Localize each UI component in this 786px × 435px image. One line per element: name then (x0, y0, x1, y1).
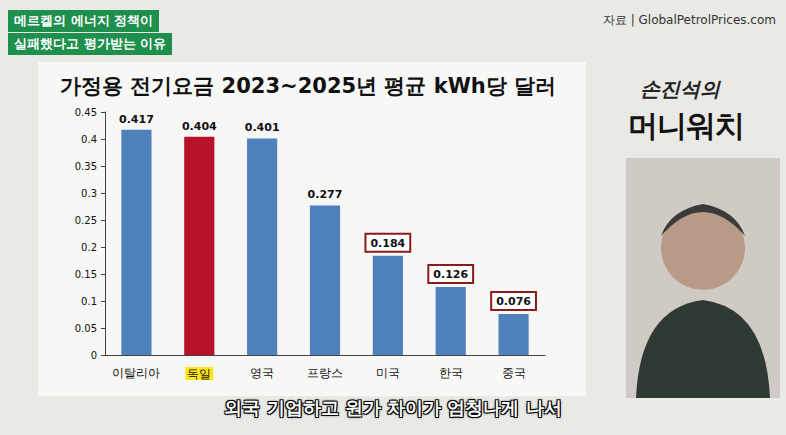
svg-text:0.184: 0.184 (370, 237, 405, 250)
svg-text:0.404: 0.404 (182, 120, 217, 133)
svg-text:가정용 전기요금 2023~2025년 평균 kWh당 달러: 가정용 전기요금 2023~2025년 평균 kWh당 달러 (60, 74, 556, 98)
html-text:외국 기업하고 원가 차이가 엄청나게 나서: 외국 기업하고 원가 차이가 엄청나게 나서 (224, 397, 562, 418)
svg-text:0.277: 0.277 (308, 188, 343, 201)
html-text:머니워치: 머니워치 (628, 108, 744, 143)
svg-text:이탈리아: 이탈리아 (112, 366, 160, 380)
svg-text:0.05: 0.05 (75, 323, 97, 334)
html-text:메르켈의 에너지 정책이: 메르켈의 에너지 정책이 (14, 13, 154, 28)
svg-text:영국: 영국 (250, 366, 274, 380)
svg-text:0.126: 0.126 (433, 268, 468, 281)
svg-text:0.1: 0.1 (81, 296, 97, 307)
html-text:자료 | GlobalPetrolPrices.com: 자료 | GlobalPetrolPrices.com (602, 13, 776, 27)
svg-text:0.076: 0.076 (496, 295, 531, 308)
svg-text:0.2: 0.2 (81, 242, 97, 253)
svg-text:0.15: 0.15 (75, 269, 97, 280)
svg-text:0.25: 0.25 (75, 215, 97, 226)
svg-text:0: 0 (91, 350, 97, 361)
svg-text:0.401: 0.401 (245, 121, 280, 134)
html-text:실패했다고 평가받는 이유: 실패했다고 평가받는 이유 (14, 36, 167, 51)
svg-text:미국: 미국 (376, 366, 400, 380)
svg-text:중국: 중국 (502, 366, 526, 380)
svg-text:프랑스: 프랑스 (307, 366, 343, 380)
svg-text:0.35: 0.35 (75, 161, 97, 172)
svg-text:0.45: 0.45 (75, 107, 97, 118)
html-text:손진석의: 손진석의 (640, 77, 720, 101)
svg-text:0.4: 0.4 (81, 134, 97, 145)
svg-text:독일: 독일 (187, 367, 211, 381)
svg-text:0.3: 0.3 (81, 188, 97, 199)
svg-text:한국: 한국 (439, 366, 463, 380)
svg-text:0.417: 0.417 (119, 113, 154, 126)
